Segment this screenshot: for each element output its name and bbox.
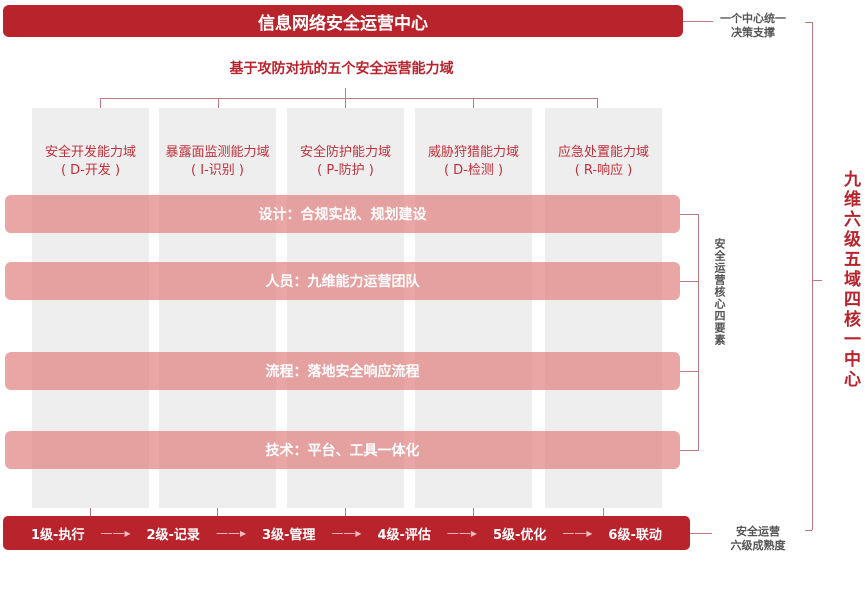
element-band-design: 设计：合规实战、规划建设 — [5, 195, 680, 233]
element-band-process: 流程：落地安全响应流程 — [5, 352, 680, 390]
domain-code: ( I-识别 ) — [191, 163, 244, 178]
maturity-levels-bar: 1级-执行 ——▸ 2级-记录 ——▸ 3级-管理 ——▸ 4级-评估 ——▸ … — [3, 516, 690, 550]
connector-tick — [597, 98, 598, 108]
levels-note: 安全运营 六级成熟度 — [718, 525, 798, 553]
summary-bracket — [812, 22, 813, 530]
element-connector — [680, 450, 698, 451]
connector-tick — [218, 98, 219, 108]
summary-bracket-notch — [812, 280, 822, 281]
level-5: 5级-优化 — [492, 527, 547, 543]
domain-name: 安全防护能力域 — [299, 145, 391, 160]
domain-code: ( P-防护 ) — [317, 163, 374, 178]
element-connector — [680, 371, 698, 372]
level-1: 1级-执行 — [31, 527, 85, 543]
levels-note-line: 六级成熟度 — [730, 539, 786, 552]
center-note-line: 一个中心统一 — [720, 12, 786, 25]
connector-tick — [473, 508, 474, 516]
connector-tick — [100, 98, 101, 108]
connector-tick — [603, 508, 604, 516]
connector-tick — [217, 508, 218, 516]
center-note-line: 决策支撑 — [731, 26, 775, 39]
domain-code: ( D-开发 ) — [60, 163, 121, 178]
summary-bracket-top — [805, 22, 812, 23]
element-band-technology: 技术：平台、工具一体化 — [5, 431, 680, 469]
elements-note: 安全运营核心四要素 — [713, 238, 726, 346]
level-2: 2级-记录 — [146, 527, 200, 543]
domains-heading: 基于攻防对抗的五个安全运营能力域 — [229, 61, 454, 77]
arrow-right-icon: ——▸ — [562, 526, 593, 540]
level-6: 6级-联动 — [608, 527, 662, 543]
center-note: 一个中心统一 决策支撑 — [713, 12, 793, 40]
element-connector — [680, 214, 698, 215]
summary-bracket-bottom — [805, 530, 812, 531]
arrow-right-icon: ——▸ — [446, 526, 477, 540]
domain-code: ( R-响应 ) — [574, 163, 633, 178]
domain-name: 威胁狩猎能力域 — [427, 145, 519, 160]
levels-note-line: 安全运营 — [736, 525, 780, 538]
level-4: 4级-评估 — [377, 527, 431, 543]
domains-connector — [100, 98, 597, 99]
element-connector — [680, 281, 698, 282]
arrow-right-icon: ——▸ — [215, 526, 246, 540]
soc-title-bar: 信息网络安全运营中心 — [3, 5, 683, 37]
level-3: 3级-管理 — [261, 527, 316, 543]
domain-name: 暴露面监测能力域 — [165, 145, 270, 160]
connector-tick — [345, 508, 346, 516]
connector-tick — [473, 98, 474, 108]
connector-tick — [345, 88, 346, 108]
arrow-right-icon: ——▸ — [331, 526, 362, 540]
summary-text: 九维六级五域四核一中心 — [840, 170, 860, 390]
element-band-people: 人员：九维能力运营团队 — [5, 262, 680, 300]
domain-name: 安全开发能力域 — [44, 145, 136, 160]
levels-connector — [690, 533, 712, 534]
domain-code: ( D-检测 ) — [443, 163, 504, 178]
title-connector — [683, 21, 713, 22]
elements-bracket — [698, 214, 699, 451]
arrow-right-icon: ——▸ — [100, 526, 131, 540]
connector-tick — [90, 508, 91, 516]
domain-name: 应急处置能力域 — [557, 145, 649, 160]
